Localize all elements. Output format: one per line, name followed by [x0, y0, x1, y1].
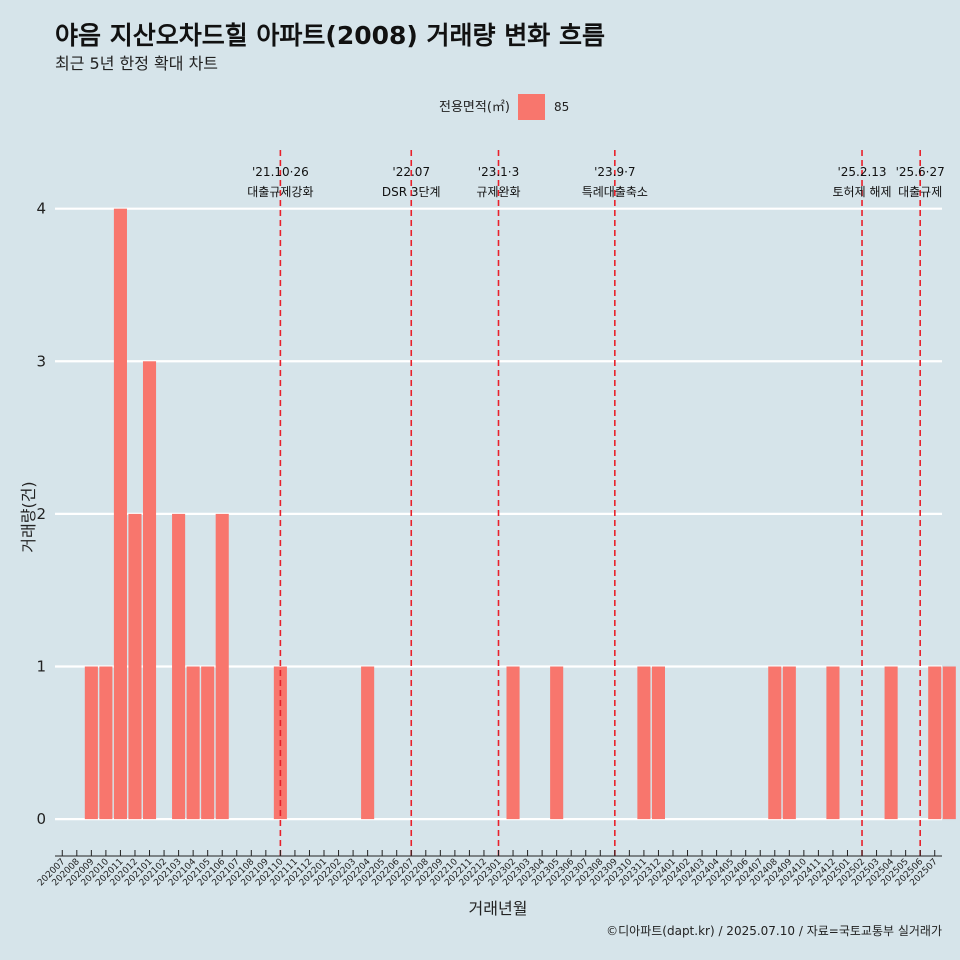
bar-202204 — [361, 666, 375, 820]
bar-202507 — [928, 666, 942, 820]
event-date: '22.07 — [392, 165, 430, 179]
y-tick-label: 3 — [36, 352, 46, 370]
bar-202302 — [506, 666, 520, 820]
bar-202009 — [84, 666, 98, 820]
legend-swatch — [518, 94, 545, 120]
bar-202101 — [142, 361, 157, 820]
bars — [84, 208, 956, 820]
y-tick-label: 0 — [36, 810, 46, 828]
bar-202311 — [637, 666, 651, 820]
x-axis: 2020072020082020092020102020112020122021… — [36, 850, 942, 888]
legend: 전용면적(㎡) 85 — [439, 94, 569, 120]
chart-subtitle: 최근 5년 한정 확대 차트 — [55, 54, 218, 73]
bar-202105 — [201, 666, 215, 820]
event-date: '25.6·27 — [896, 165, 945, 179]
event-label: 대출규제강화 — [247, 185, 313, 199]
bar-202010 — [99, 666, 113, 820]
event-label: 토허제 해제 — [833, 185, 892, 199]
x-axis-label: 거래년월 — [469, 899, 528, 918]
y-tick-label: 4 — [36, 200, 46, 218]
bar-202408 — [768, 666, 782, 820]
event-label: DSR 3단계 — [382, 185, 441, 199]
bar-202412 — [826, 666, 840, 820]
event-date: '23.9·7 — [594, 165, 635, 179]
event-date: '25.2.13 — [837, 165, 886, 179]
y-axis: 0 1 2 3 4 — [36, 200, 46, 828]
event-label: 대출규제 — [898, 185, 942, 199]
legend-label: 85 — [554, 100, 569, 114]
event-label: 특례대출축소 — [582, 185, 648, 199]
bar-202106 — [215, 513, 229, 820]
bar-202104 — [186, 666, 200, 820]
y-tick-label: 1 — [36, 658, 46, 676]
bar-202305 — [550, 666, 564, 820]
event-markers: '21.10·26 대출규제강화 '22.07 DSR 3단계 '23.1·3 규제완화 '… — [247, 150, 945, 856]
event-date: '23.1·3 — [478, 165, 519, 179]
event-label: 규제완화 — [476, 185, 520, 199]
bar-202312 — [651, 666, 665, 820]
bar-202504 — [884, 666, 898, 820]
y-axis-label: 거래량(건) — [19, 481, 38, 552]
bar-202012 — [128, 513, 142, 820]
chart-title: 야음 지산오차드힐 아파트(2008) 거래량 변화 흐름 — [55, 21, 605, 50]
event-date: '21.10·26 — [252, 165, 309, 179]
bar-202103 — [172, 513, 186, 820]
bar-undefined — [942, 666, 956, 820]
y-tick-label: 2 — [36, 505, 46, 523]
bar-202409 — [782, 666, 796, 820]
legend-title: 전용면적(㎡) — [439, 100, 510, 115]
caption: ©디아파트(dapt.kr) / 2025.07.10 / 자료=국토교통부 실… — [606, 924, 942, 938]
bar-202011 — [113, 208, 127, 820]
